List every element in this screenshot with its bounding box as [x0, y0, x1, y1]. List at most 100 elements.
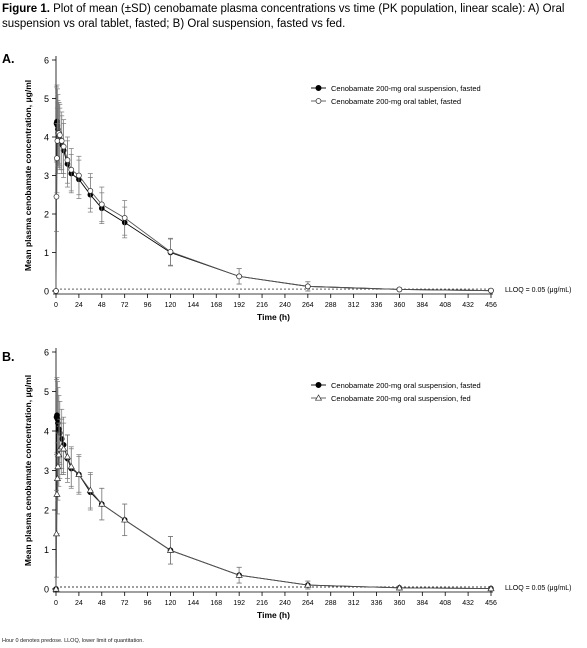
x-tick-label: 360 — [394, 302, 406, 309]
data-point — [53, 490, 61, 497]
series-0 — [53, 84, 494, 294]
x-axis-label: Time (h) — [257, 312, 290, 322]
data-point — [304, 581, 312, 588]
figure-caption: Figure 1. Plot of mean (±SD) cenobamate … — [2, 2, 582, 32]
x-tick-label: 384 — [416, 600, 428, 607]
x-tick-label: 408 — [439, 600, 451, 607]
data-point — [488, 287, 494, 294]
legend-marker — [314, 394, 323, 401]
y-tick-label: 4 — [44, 133, 49, 143]
footnote: Hour 0 denotes predose. LLOQ, lower limi… — [2, 638, 144, 644]
x-tick-label: 72 — [121, 302, 129, 309]
x-axis-label: Time (h) — [257, 610, 290, 620]
legend: Cenobamate 200-mg oral suspension, faste… — [311, 84, 481, 106]
series-1 — [53, 100, 494, 294]
x-tick-label: 288 — [325, 600, 337, 607]
data-point — [395, 584, 404, 591]
caption-text: Plot of mean (±SD) cenobamate plasma con… — [2, 3, 565, 30]
x-tick-label: 144 — [188, 302, 200, 309]
x-tick-label: 336 — [371, 600, 383, 607]
lloq-label: LLOQ = 0.05 (μg/mL) — [505, 585, 571, 592]
x-tick-label: 24 — [75, 302, 83, 309]
panel-b-label: B. — [2, 350, 15, 364]
series-line — [55, 415, 492, 590]
caption-label: Figure 1. — [2, 3, 50, 15]
x-tick-label: 168 — [210, 600, 222, 607]
x-tick-label: 120 — [165, 302, 177, 309]
x-tick-label: 72 — [121, 600, 129, 607]
y-tick-label: 4 — [44, 427, 49, 437]
x-tick-label: 216 — [256, 302, 268, 309]
x-tick-label: 120 — [165, 600, 177, 607]
data-point — [55, 450, 63, 458]
legend-marker — [315, 382, 322, 388]
x-tick-label: 288 — [325, 302, 337, 309]
y-tick-label: 6 — [44, 348, 49, 358]
x-tick-label: 408 — [439, 302, 451, 309]
data-point — [54, 462, 62, 470]
data-point — [87, 188, 94, 194]
data-point — [86, 486, 94, 493]
legend-label: Cenobamate 200-mg oral suspension, faste… — [331, 381, 481, 390]
data-point — [487, 584, 495, 592]
data-point — [58, 138, 65, 144]
panel-a-label: A. — [2, 52, 15, 66]
x-tick-label: 0 — [54, 302, 58, 309]
y-tick-label: 1 — [44, 248, 49, 258]
legend-label: Cenobamate 200-mg oral tablet, fasted — [331, 97, 461, 106]
y-tick-label: 2 — [44, 506, 49, 516]
x-tick-label: 144 — [188, 600, 200, 607]
data-point — [67, 462, 75, 470]
x-tick-label: 456 — [485, 302, 497, 309]
data-point — [121, 215, 128, 221]
x-tick-label: 432 — [462, 302, 474, 309]
x-tick-label: 192 — [233, 302, 245, 309]
x-tick-label: 48 — [98, 302, 106, 309]
legend: Cenobamate 200-mg oral suspension, faste… — [311, 381, 481, 403]
x-tick-label: 240 — [279, 302, 291, 309]
data-point — [53, 193, 60, 200]
data-point — [68, 166, 75, 173]
y-tick-label: 5 — [44, 387, 49, 397]
data-point — [166, 546, 175, 553]
data-point — [396, 286, 403, 293]
data-point — [167, 248, 174, 255]
lloq-label: LLOQ = 0.05 (μg/mL) — [505, 287, 571, 294]
data-point — [236, 273, 243, 280]
x-tick-label: 216 — [256, 600, 268, 607]
data-point — [60, 445, 68, 452]
y-tick-label: 2 — [44, 210, 49, 220]
y-tick-label: 3 — [44, 466, 49, 476]
series-line — [55, 121, 492, 292]
data-point — [64, 157, 71, 163]
x-tick-label: 96 — [144, 600, 152, 607]
data-point — [75, 470, 83, 477]
x-tick-label: 240 — [279, 600, 291, 607]
x-tick-label: 96 — [144, 302, 152, 309]
x-tick-label: 264 — [302, 600, 314, 607]
data-point — [98, 500, 106, 507]
y-axis-label: Mean plasma cenobamate concentration, μg… — [23, 80, 33, 271]
x-tick-label: 336 — [371, 302, 383, 309]
y-tick-label: 6 — [44, 56, 49, 66]
y-axis-label: Mean plasma cenobamate concentration, μg… — [23, 375, 33, 566]
x-tick-label: 360 — [394, 600, 406, 607]
legend-marker — [315, 85, 322, 91]
data-point — [56, 132, 63, 138]
y-tick-label: 0 — [44, 585, 49, 595]
data-point — [76, 172, 82, 179]
x-tick-label: 192 — [233, 600, 245, 607]
x-tick-label: 312 — [348, 302, 360, 309]
x-tick-label: 24 — [75, 600, 83, 607]
data-point — [52, 529, 61, 537]
data-point — [54, 155, 60, 162]
data-point — [98, 201, 105, 208]
x-tick-label: 312 — [348, 600, 360, 607]
data-point — [53, 288, 59, 294]
x-tick-label: 456 — [485, 600, 497, 607]
data-point — [53, 474, 62, 481]
legend-marker — [315, 98, 322, 104]
